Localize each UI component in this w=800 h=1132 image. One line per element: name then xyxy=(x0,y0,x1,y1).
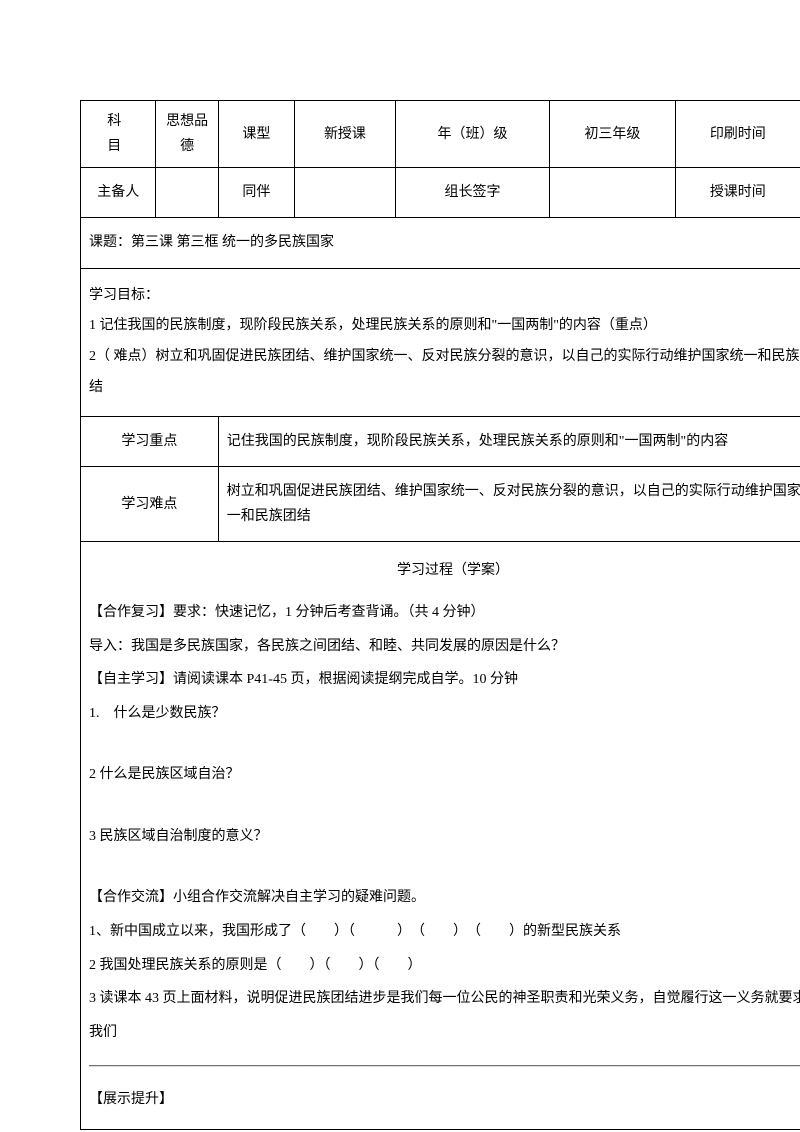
process-title: 学习过程（学案） xyxy=(89,554,800,588)
leader-label: 组长签字 xyxy=(395,168,549,218)
type-value: 新授课 xyxy=(295,101,396,168)
key-point-label: 学习重点 xyxy=(81,416,219,466)
review-header: 【合作复习】要求：快速记忆，1 分钟后考查背诵。（共 4 分钟） xyxy=(89,596,800,630)
question-1: 1. 什么是少数民族？ xyxy=(89,697,800,731)
subject-label: 科 目 xyxy=(81,101,156,168)
objective-title: 学习目标： xyxy=(89,281,800,312)
coop-item-2: 2 我国处理民族关系的原则是（ ）（ ）（ ） xyxy=(89,949,800,983)
coop-header: 【合作交流】小组合作交流解决自主学习的疑难问题。 xyxy=(89,881,800,915)
question-2: 2 什么是民族区域自治？ xyxy=(89,758,800,792)
preparer-value xyxy=(156,168,218,218)
topic-text: 课题：第三课 第三框 统一的多民族国家 xyxy=(81,218,800,268)
self-study-header: 【自主学习】请阅读课本 P41-45 页，根据阅读提纲完成自学。10 分钟 xyxy=(89,663,800,697)
display-header: 【展示提升】 xyxy=(89,1083,800,1117)
difficult-point-label: 学习难点 xyxy=(81,466,219,541)
intro-text: 导入：我国是多民族国家，各民族之间团结、和睦、共同发展的原因是什么？ xyxy=(89,639,565,654)
difficult-point-row: 学习难点 树立和巩固促进民族团结、维护国家统一、反对民族分裂的意识，以自己的实际… xyxy=(81,466,800,541)
print-label: 印刷时间 xyxy=(675,101,800,168)
process-row: 学习过程（学案） 【合作复习】要求：快速记忆，1 分钟后考查背诵。（共 4 分钟… xyxy=(81,542,800,1129)
coop-item-3: 3 读课本 43 页上面材料，说明促进民族团结进步是我们每一位公民的神圣职责和光… xyxy=(89,982,800,1083)
key-point-content: 记住我国的民族制度，现阶段民族关系，处理民族关系的原则和"一国两制"的内容 xyxy=(218,416,800,466)
preparer-label: 主备人 xyxy=(81,168,156,218)
grade-value: 初三年级 xyxy=(550,101,675,168)
prep-row: 主备人 同伴 组长签字 授课时间 xyxy=(81,168,800,218)
objectives-cell: 学习目标： 1 记住我国的民族制度，现阶段民族关系，处理民族关系的原则和"一国两… xyxy=(81,268,800,416)
lesson-plan-table: 科 目 思想品德 课型 新授课 年（班）级 初三年级 印刷时间 主备人 同伴 组… xyxy=(80,100,800,1130)
partner-label: 同伴 xyxy=(218,168,294,218)
teach-time-label: 授课时间 xyxy=(675,168,800,218)
subject-value: 思想品德 xyxy=(156,101,218,168)
difficult-point-content: 树立和巩固促进民族团结、维护国家统一、反对民族分裂的意识，以自己的实际行动维护国… xyxy=(218,466,800,541)
grade-label: 年（班）级 xyxy=(395,101,549,168)
coop-item-1: 1、新中国成立以来，我国形成了（ ）（ ） （ ） （ ）的新型民族关系 xyxy=(89,915,800,949)
partner-value xyxy=(295,168,396,218)
objective-row: 学习目标： 1 记住我国的民族制度，现阶段民族关系，处理民族关系的原则和"一国两… xyxy=(81,268,800,416)
leader-value xyxy=(550,168,675,218)
objective-item1: 1 记住我国的民族制度，现阶段民族关系，处理民族关系的原则和"一国两制"的内容（… xyxy=(89,311,800,342)
type-label: 课型 xyxy=(218,101,294,168)
process-cell: 学习过程（学案） 【合作复习】要求：快速记忆，1 分钟后考查背诵。（共 4 分钟… xyxy=(81,542,800,1129)
key-point-row: 学习重点 记住我国的民族制度，现阶段民族关系，处理民族关系的原则和"一国两制"的… xyxy=(81,416,800,466)
objective-item2: 2（ 难点）树立和巩固促进民族团结、维护国家统一、反对民族分裂的意识，以自己的实… xyxy=(89,342,800,404)
header-row: 科 目 思想品德 课型 新授课 年（班）级 初三年级 印刷时间 xyxy=(81,101,800,168)
topic-row: 课题：第三课 第三框 统一的多民族国家 xyxy=(81,218,800,268)
question-3: 3 民族区域自治制度的意义？ xyxy=(89,820,800,854)
